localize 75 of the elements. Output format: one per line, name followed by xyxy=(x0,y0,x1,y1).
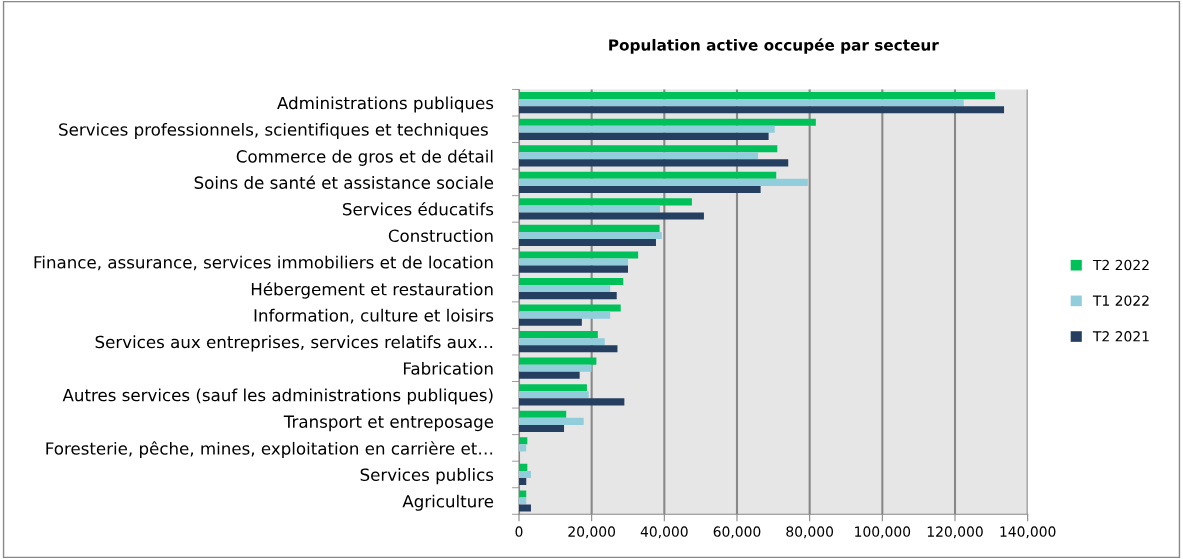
bar xyxy=(518,212,704,220)
bar xyxy=(518,185,761,193)
bar xyxy=(518,357,597,365)
bar xyxy=(518,364,592,372)
bar xyxy=(518,470,531,478)
y-tick-label: Foresterie, pêche, mines, exploitation en carrière et… xyxy=(46,441,493,459)
bar xyxy=(518,125,775,133)
y-tick-label: Fabrication xyxy=(403,361,493,375)
bar xyxy=(518,463,528,471)
bar xyxy=(518,159,789,167)
bar xyxy=(518,311,611,319)
x-tick-label: 0 xyxy=(515,526,523,537)
y-tick-label: Services professionnels, scientifiques et techniques xyxy=(59,122,488,140)
y-tick-label: Construction xyxy=(388,229,493,243)
bar xyxy=(518,198,692,206)
bar xyxy=(518,239,656,247)
bar xyxy=(518,504,531,512)
bar xyxy=(518,331,598,339)
bar xyxy=(518,145,778,153)
legend-label: T2 2022 xyxy=(1092,259,1149,271)
bar xyxy=(518,118,816,126)
bar xyxy=(518,171,777,179)
bar xyxy=(518,265,628,273)
bar xyxy=(518,106,1005,114)
bar xyxy=(518,132,769,140)
bar xyxy=(518,178,808,186)
bar xyxy=(518,444,527,452)
bar xyxy=(518,384,587,392)
y-tick-label: Administrations publiques xyxy=(277,96,494,113)
bar xyxy=(518,338,605,346)
x-tick-label: 20,000 xyxy=(568,526,616,539)
y-tick-label: Hébergement et restauration xyxy=(251,281,493,299)
x-tick-label: 40,000 xyxy=(640,526,688,539)
bar xyxy=(518,490,527,498)
bar xyxy=(518,437,528,445)
bar xyxy=(518,92,995,100)
bar xyxy=(518,410,567,418)
y-tick-label: Services publics xyxy=(360,468,494,485)
bar xyxy=(518,231,662,240)
bar xyxy=(518,371,580,379)
x-tick-label: 100,000 xyxy=(855,526,911,539)
bar xyxy=(518,417,584,425)
bar xyxy=(518,497,527,505)
y-tick-label: Information, culture et loisirs xyxy=(254,308,494,324)
bar xyxy=(518,258,628,266)
y-tick-label: Agriculture xyxy=(402,494,494,511)
y-tick-label: Services éducatifs xyxy=(343,201,494,216)
bar xyxy=(518,277,624,286)
bar xyxy=(518,318,582,326)
bar xyxy=(518,424,565,432)
y-tick-label: Services aux entreprises, services relatifs aux… xyxy=(95,335,493,352)
y-tick-label: Finance, assurance, services immobiliers et de location xyxy=(34,255,493,271)
y-tick-label: Soins de santé et assistance sociale xyxy=(194,175,494,189)
legend-label: T1 2022 xyxy=(1092,295,1149,306)
x-tick-label: 120,000 xyxy=(927,526,983,539)
bar xyxy=(518,99,964,107)
bar xyxy=(518,391,589,399)
bar xyxy=(518,251,639,259)
chart-title: Population active occupée par secteur xyxy=(609,38,939,54)
x-tick-label: 140,000 xyxy=(1000,526,1056,539)
y-tick-label: Commerce de gros et de détail xyxy=(236,149,493,166)
bar xyxy=(518,292,617,300)
bar xyxy=(518,152,759,160)
bar xyxy=(518,477,527,486)
bar xyxy=(518,205,660,213)
x-tick-label: 60,000 xyxy=(713,526,761,539)
legend-label: T2 2021 xyxy=(1092,331,1149,342)
bar xyxy=(518,345,618,353)
bar xyxy=(518,285,611,293)
y-tick-label: Autres services (sauf les administrations publiques) xyxy=(62,388,493,405)
bar xyxy=(518,224,660,232)
x-tick-label: 80,000 xyxy=(786,526,834,539)
bar xyxy=(518,398,625,406)
y-tick-label: Transport et entreposage xyxy=(283,415,494,432)
bar xyxy=(518,304,621,312)
